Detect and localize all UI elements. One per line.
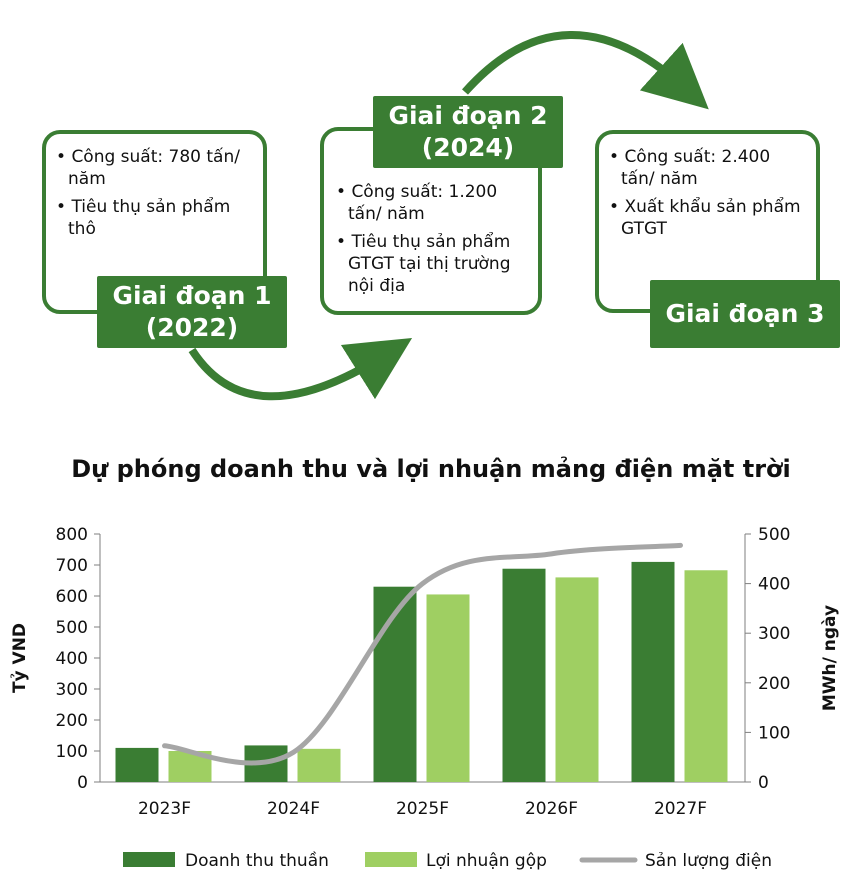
y-tick-label: 100 (56, 742, 88, 762)
bar-loi-nhuan (555, 577, 599, 782)
x-tick-label: 2023F (138, 799, 191, 819)
arrow-stage1-to-stage2 (188, 337, 413, 401)
y2-tick-label: 300 (758, 624, 790, 644)
stage-3-title: Giai đoạn 3 (650, 280, 840, 348)
chart-title: Dự phóng doanh thu và lợi nhuận mảng điệ… (71, 455, 791, 483)
bar-doanh-thu (502, 568, 546, 782)
y-tick-label: 600 (56, 587, 88, 607)
legend-label-loi-nhuan: Lợi nhuận gộp (426, 851, 547, 871)
y-tick-label: 800 (56, 525, 88, 545)
legend-label-doanh-thu: Doanh thu thuần (185, 850, 329, 871)
y-tick-label: 0 (77, 773, 88, 793)
legend-swatch-loi-nhuan (365, 852, 417, 867)
y-tick-label: 300 (56, 680, 88, 700)
stage-1-bullet: Tiêu thụ sản phẩm thô (56, 196, 253, 240)
line-san-luong-dien (162, 542, 683, 766)
x-tick-label: 2025F (396, 799, 449, 819)
bar-doanh-thu (115, 747, 159, 782)
stage-2-bullet: Công suất: 1.200 tấn/ năm (336, 181, 528, 225)
stage-3-title-line1: Giai đoạn 3 (665, 299, 825, 328)
y2-tick-label: 0 (758, 773, 769, 793)
stage-1-title-line1: Giai đoạn 1 (112, 281, 272, 310)
stage-3-bullet: Xuất khẩu sản phẩm GTGT (609, 196, 806, 240)
x-tick-label: 2024F (267, 799, 320, 819)
legend-swatch-doanh-thu (123, 852, 175, 867)
legend-label-san-luong: Sản lượng điện (645, 851, 772, 871)
y-tick-label: 200 (56, 711, 88, 731)
y2-axis-title: MWh/ ngày (820, 605, 840, 711)
revenue-profit-chart: 0 100 200 300 400 500 600 700 800 0 100 200 300 400 50… (10, 525, 840, 871)
stage-arrows (188, 31, 709, 401)
y-tick-label: 500 (56, 618, 88, 638)
stage-1-title: Giai đoạn 1 (2022) (97, 276, 287, 348)
y-tick-label: 400 (56, 649, 88, 669)
bar-doanh-thu (631, 561, 675, 782)
x-tick-label: 2026F (525, 799, 578, 819)
arrow-stage2-to-stage3 (462, 31, 709, 110)
stage-2-box: Công suất: 1.200 tấn/ năm Tiêu thụ sản p… (320, 127, 542, 315)
stage-3-bullet: Công suất: 2.400 tấn/ năm (609, 146, 806, 190)
stage-2-title: Giai đoạn 2 (2024) (373, 96, 563, 168)
bar-loi-nhuan (684, 570, 728, 782)
y-tick-label: 700 (56, 556, 88, 576)
x-tick-label: 2027F (654, 799, 707, 819)
y2-tick-label: 200 (758, 674, 790, 694)
bar-loi-nhuan (426, 594, 470, 782)
stage-1-bullet: Công suất: 780 tấn/ năm (56, 146, 253, 190)
stage-1-box: Công suất: 780 tấn/ năm Tiêu thụ sản phẩ… (42, 130, 267, 314)
stage-2-title-line2: (2024) (421, 133, 515, 162)
stage-1-title-line2: (2022) (145, 313, 239, 342)
y-axis-title: Tỷ VND (10, 623, 30, 693)
y2-tick-label: 100 (758, 723, 790, 743)
stage-2-bullet: Tiêu thụ sản phẩm GTGT tại thị trường nộ… (336, 231, 528, 297)
y2-tick-label: 500 (758, 525, 790, 545)
bar-doanh-thu (373, 586, 417, 782)
bar-loi-nhuan (297, 748, 341, 782)
y2-tick-label: 400 (758, 575, 790, 595)
stage-2-title-line1: Giai đoạn 2 (388, 101, 548, 130)
